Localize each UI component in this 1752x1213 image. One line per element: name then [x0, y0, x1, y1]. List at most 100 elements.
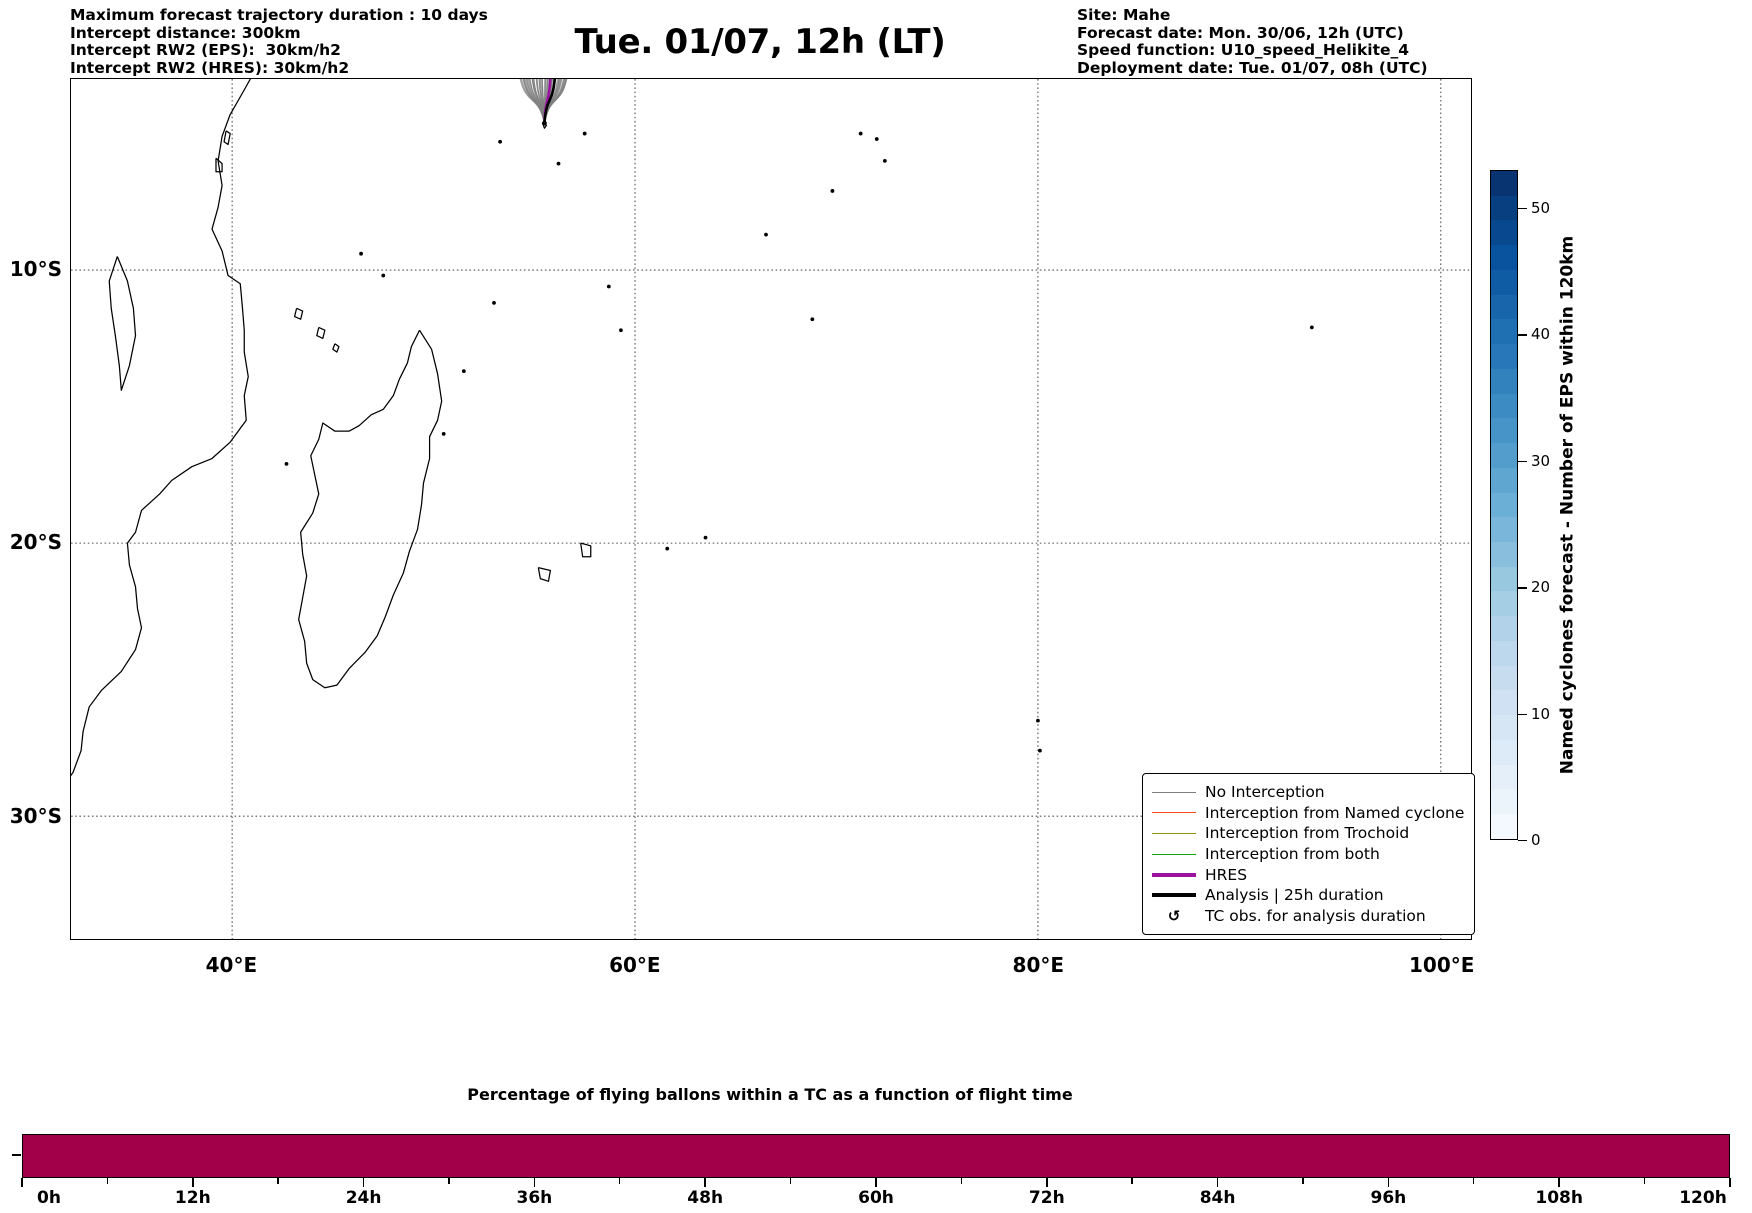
legend-line-swatch — [1152, 893, 1196, 897]
colorbar-segment — [1491, 443, 1517, 468]
map-ytick--10: 10°S — [0, 257, 62, 281]
island-marker-2 — [583, 132, 587, 136]
deployment-site-marker — [542, 121, 547, 126]
map-xtick-40: 40°E — [171, 953, 291, 977]
colorbar-segment — [1491, 270, 1517, 295]
legend-item-5[interactable]: Analysis | 25h duration — [1151, 885, 1464, 906]
pct-label-12h: 12h — [148, 1188, 238, 1208]
colorbar-gradient — [1490, 170, 1518, 840]
legend-item-2[interactable]: Interception from Trochoid — [1151, 823, 1464, 844]
colorbar-segment — [1491, 245, 1517, 270]
colorbar-segment — [1491, 394, 1517, 419]
colorbar-segment — [1491, 765, 1517, 790]
pct-label-24h: 24h — [319, 1188, 409, 1208]
colorbar-tick-10 — [1518, 714, 1527, 715]
pct-tick-72h — [1046, 1178, 1048, 1187]
legend-item-0[interactable]: No Interception — [1151, 782, 1464, 803]
island-marker-8 — [810, 317, 814, 321]
legend-swatch — [1151, 873, 1197, 877]
colorbar-tick-label-10: 10 — [1531, 705, 1550, 723]
legend-swatch — [1151, 792, 1197, 793]
colorbar-tick-20 — [1518, 587, 1527, 588]
legend-item-3[interactable]: Interception from both — [1151, 844, 1464, 865]
map-legend[interactable]: No Interception Interception from Named c… — [1142, 773, 1475, 935]
pct-tick-36h — [534, 1178, 536, 1187]
colorbar-wrapper[interactable]: 0 10 20 30 40 50 — [1490, 170, 1518, 840]
colorbar-tick-40 — [1518, 334, 1527, 335]
pct-label-48h: 48h — [660, 1188, 750, 1208]
colorbar-tick-0 — [1518, 840, 1527, 841]
pct-label-36h: 36h — [489, 1188, 579, 1208]
colorbar-segment — [1491, 196, 1517, 221]
colorbar-title-text: Named cyclones forecast - Number of EPS … — [1557, 236, 1577, 775]
percentage-bar-title: Percentage of flying ballons within a TC… — [0, 1085, 1540, 1104]
legend-item-6[interactable]: ↺ TC obs. for analysis duration — [1151, 906, 1464, 927]
colorbar-segment — [1491, 666, 1517, 691]
pct-label-0h: 0h — [4, 1188, 94, 1208]
colorbar-tick-label-50: 50 — [1531, 199, 1550, 217]
coastline-4 — [317, 327, 325, 338]
legend-label: TC obs. for analysis duration — [1197, 907, 1426, 925]
colorbar-segment — [1491, 220, 1517, 245]
legend-line-swatch — [1152, 833, 1196, 834]
header-left-line-3: Intercept RW2 (HRES): 30km/h2 — [70, 60, 488, 78]
colorbar-segment — [1491, 468, 1517, 493]
legend-label: Interception from Trochoid — [1197, 824, 1409, 842]
trajectory-layer — [518, 79, 570, 126]
island-marker-19 — [619, 328, 623, 332]
coastline-8 — [581, 543, 591, 557]
colorbar-title: Named cyclones forecast - Number of EPS … — [1552, 170, 1582, 840]
pct-label-72h: 72h — [1002, 1188, 1092, 1208]
colorbar-tick-30 — [1518, 461, 1527, 462]
legend-label: Interception from both — [1197, 845, 1380, 863]
legend-item-1[interactable]: Interception from Named cyclone — [1151, 803, 1464, 824]
colorbar-segment — [1491, 369, 1517, 394]
island-marker-9 — [1310, 326, 1314, 330]
pct-tick-84h — [1217, 1178, 1219, 1187]
colorbar-segment — [1491, 493, 1517, 518]
colorbar-segment — [1491, 814, 1517, 839]
colorbar-segment — [1491, 517, 1517, 542]
percentage-bar-y-tick — [12, 1154, 21, 1156]
map-xtick-100: 100°E — [1382, 953, 1502, 977]
island-marker-6 — [704, 536, 708, 540]
colorbar-tick-50 — [1518, 208, 1527, 209]
coastline-layer — [71, 79, 1042, 928]
legend-label: HRES — [1197, 866, 1247, 884]
coastline-0 — [71, 79, 270, 928]
island-marker-7 — [665, 547, 669, 551]
island-marker-0 — [498, 140, 502, 144]
colorbar-segment — [1491, 319, 1517, 344]
legend-label: Analysis | 25h duration — [1197, 886, 1384, 904]
island-marker-3 — [875, 137, 879, 141]
pct-tick-24h — [363, 1178, 365, 1187]
pct-label-60h: 60h — [831, 1188, 921, 1208]
tc-observation-icon: ↺ — [1151, 907, 1197, 925]
colorbar-segment — [1491, 567, 1517, 592]
map-xtick-60: 60°E — [575, 953, 695, 977]
legend-item-4[interactable]: HRES — [1151, 864, 1464, 885]
coastline-5 — [333, 344, 339, 352]
pct-tick-30h — [448, 1178, 449, 1184]
colorbar-segment — [1491, 295, 1517, 320]
colorbar-tick-label-30: 30 — [1531, 452, 1550, 470]
percentage-bar-axes[interactable] — [22, 1134, 1730, 1178]
coastline-7 — [224, 131, 230, 145]
legend-swatch — [1151, 854, 1197, 855]
island-marker-15 — [285, 462, 289, 466]
map-xtick-80: 80°E — [978, 953, 1098, 977]
coastline-12 — [109, 256, 135, 390]
island-marker-11 — [1038, 749, 1042, 753]
pct-tick-18h — [277, 1178, 278, 1184]
legend-swatch — [1151, 812, 1197, 813]
colorbar-segment — [1491, 344, 1517, 369]
pct-tick-102h — [1473, 1178, 1474, 1184]
pct-label-84h: 84h — [1173, 1188, 1263, 1208]
colorbar-tick-label-0: 0 — [1531, 831, 1541, 849]
legend-line-swatch — [1152, 873, 1196, 877]
island-marker-10 — [1036, 719, 1040, 723]
colorbar-segment — [1491, 418, 1517, 443]
pct-tick-78h — [1131, 1178, 1132, 1184]
island-marker-4 — [883, 159, 887, 163]
pct-tick-66h — [961, 1178, 962, 1184]
